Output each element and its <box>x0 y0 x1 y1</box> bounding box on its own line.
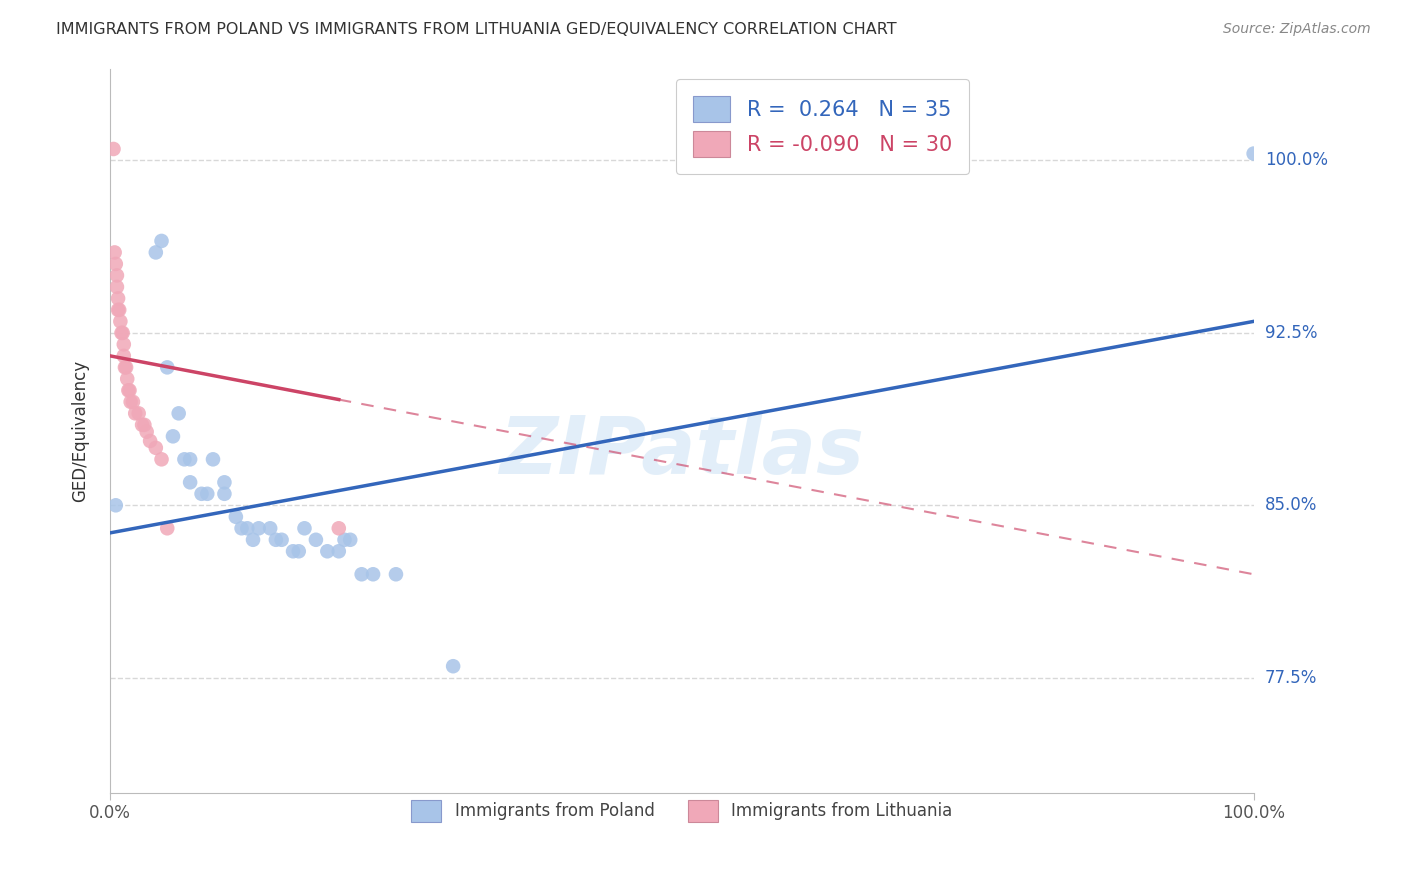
Point <box>115 372 138 386</box>
Point <box>339 533 361 547</box>
Text: 100.0%: 100.0% <box>1265 152 1327 169</box>
Text: 92.5%: 92.5% <box>1265 324 1317 342</box>
Point <box>118 384 141 398</box>
Point <box>104 498 127 512</box>
Point <box>110 314 132 328</box>
Point <box>156 360 179 375</box>
Point <box>105 268 128 283</box>
Point <box>145 441 167 455</box>
Point <box>328 544 350 558</box>
Point <box>139 434 162 448</box>
Point <box>190 487 212 501</box>
Point <box>150 452 173 467</box>
Point <box>236 521 259 535</box>
Point <box>105 280 128 294</box>
Point <box>214 475 236 490</box>
Point <box>333 533 356 547</box>
Point <box>179 475 201 490</box>
Point <box>231 521 253 535</box>
Point <box>114 360 136 375</box>
Point <box>214 487 236 501</box>
Point <box>111 326 134 340</box>
Point <box>294 521 316 535</box>
Point <box>316 544 339 558</box>
Point <box>179 452 201 467</box>
Point <box>107 292 129 306</box>
Point <box>112 337 135 351</box>
Point <box>167 406 190 420</box>
Point <box>305 533 328 547</box>
Point <box>135 425 157 439</box>
Point <box>247 521 270 535</box>
Point <box>441 659 464 673</box>
Legend: Immigrants from Poland, Immigrants from Lithuania: Immigrants from Poland, Immigrants from … <box>398 787 966 835</box>
Point <box>270 533 292 547</box>
Point <box>124 406 146 420</box>
Point <box>150 234 173 248</box>
Point <box>117 384 139 398</box>
Point <box>115 360 138 375</box>
Point <box>103 142 125 156</box>
Point <box>122 395 145 409</box>
Point <box>145 245 167 260</box>
Point <box>131 417 153 432</box>
Point <box>108 302 131 317</box>
Point <box>104 257 127 271</box>
Text: 85.0%: 85.0% <box>1265 496 1317 515</box>
Text: 77.5%: 77.5% <box>1265 669 1317 687</box>
Point <box>259 521 281 535</box>
Text: Source: ZipAtlas.com: Source: ZipAtlas.com <box>1223 22 1371 37</box>
Text: IMMIGRANTS FROM POLAND VS IMMIGRANTS FROM LITHUANIA GED/EQUIVALENCY CORRELATION : IMMIGRANTS FROM POLAND VS IMMIGRANTS FRO… <box>56 22 897 37</box>
Point <box>281 544 304 558</box>
Point <box>328 521 350 535</box>
Point <box>242 533 264 547</box>
Point <box>385 567 408 582</box>
Point <box>201 452 224 467</box>
Point <box>156 521 179 535</box>
Point <box>287 544 309 558</box>
Point <box>112 349 135 363</box>
Point <box>104 245 127 260</box>
Point <box>162 429 184 443</box>
Point <box>1243 146 1265 161</box>
Point <box>225 509 247 524</box>
Point <box>120 395 142 409</box>
Point <box>128 406 150 420</box>
Point <box>110 326 132 340</box>
Point <box>264 533 287 547</box>
Text: ZIPatlas: ZIPatlas <box>499 413 865 491</box>
Point <box>361 567 384 582</box>
Point <box>107 302 129 317</box>
Y-axis label: GED/Equivalency: GED/Equivalency <box>72 359 89 501</box>
Point <box>350 567 373 582</box>
Point <box>195 487 218 501</box>
Point <box>134 417 156 432</box>
Point <box>173 452 195 467</box>
